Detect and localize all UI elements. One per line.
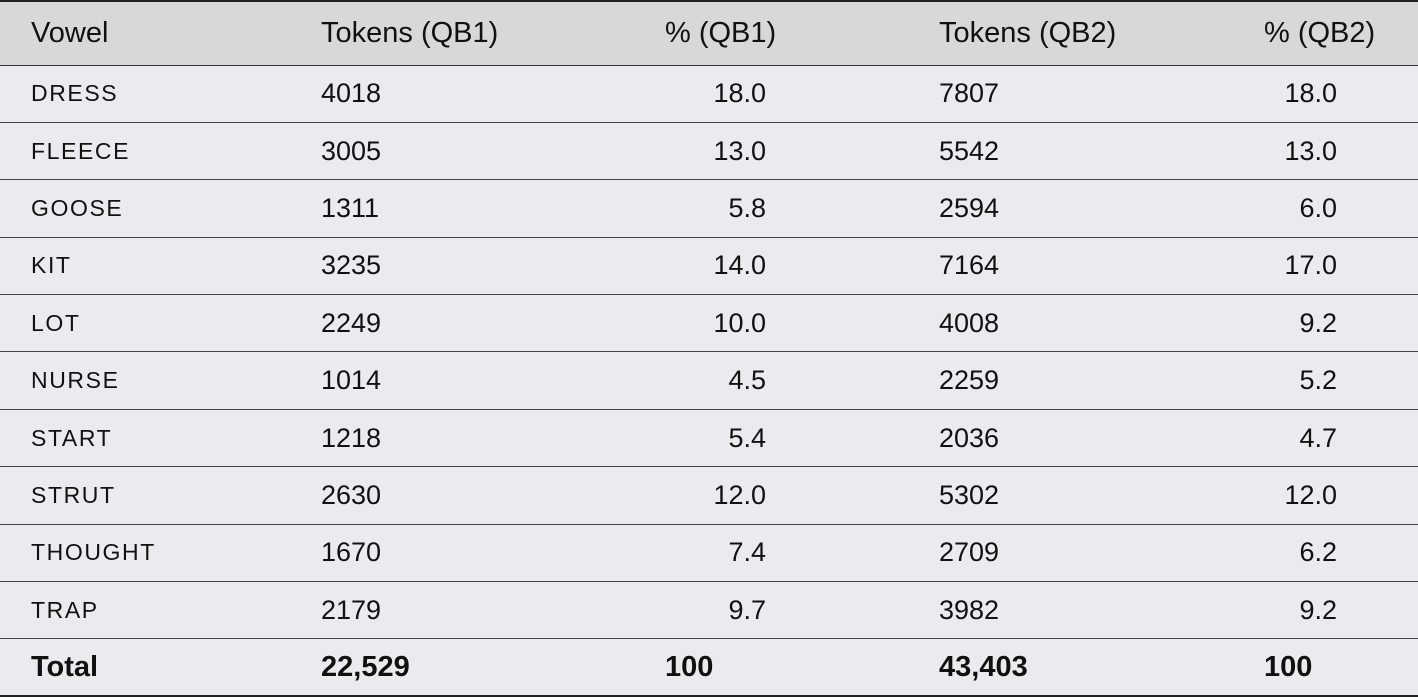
pct-qb1-cell: 10.0	[582, 294, 910, 353]
pct-qb2-value: 18.0	[1284, 78, 1337, 109]
pct-qb2-cell: 9.2	[1199, 294, 1418, 353]
pct-qb2-value: 12.0	[1284, 479, 1337, 510]
tokens-qb1-cell: 2179	[291, 581, 582, 640]
table-row: TRAP 2179 9.7 3982 9.2	[0, 581, 1418, 640]
table-row: GOOSE 1311 5.8 2594 6.0	[0, 179, 1418, 238]
table-header: Vowel Tokens (QB1) % (QB1) Tokens (QB2) …	[0, 0, 1418, 66]
tokens-qb1-cell: 3005	[291, 122, 582, 181]
pct-qb1-cell: 5.8	[582, 179, 910, 238]
pct-qb1-value: 5.4	[728, 422, 766, 453]
vowel-cell: THOUGHT	[0, 524, 291, 583]
pct-qb1-value: 12.0	[713, 479, 766, 510]
tokens-qb2-cell: 2594	[910, 179, 1199, 238]
pct-qb2-cell: 13.0	[1199, 122, 1418, 181]
tokens-qb1-cell: 2630	[291, 466, 582, 525]
pct-qb2-value: 9.2	[1299, 594, 1337, 625]
vowel-cell: START	[0, 409, 291, 468]
pct-qb1-cell: 18.0	[582, 65, 910, 123]
header-tokens-qb1: Tokens (QB1)	[291, 0, 582, 66]
tokens-qb1-cell: 1218	[291, 409, 582, 468]
pct-qb2-value: 6.2	[1299, 537, 1337, 568]
pct-qb2-cell: 17.0	[1199, 237, 1418, 296]
pct-qb2-cell: 5.2	[1199, 351, 1418, 410]
pct-qb1-value: 13.0	[713, 135, 766, 166]
pct-qb2-cell: 4.7	[1199, 409, 1418, 468]
pct-qb2-cell: 12.0	[1199, 466, 1418, 525]
pct-qb1-value: 18.0	[713, 78, 766, 109]
table-row: KIT 3235 14.0 7164 17.0	[0, 237, 1418, 296]
pct-qb1-value: 10.0	[713, 307, 766, 338]
pct-qb2-value: 13.0	[1284, 135, 1337, 166]
header-row: Vowel Tokens (QB1) % (QB1) Tokens (QB2) …	[0, 0, 1418, 66]
tokens-qb1-cell: 4018	[291, 65, 582, 123]
pct-qb2-cell: 9.2	[1199, 581, 1418, 640]
pct-qb1-value: 4.5	[728, 365, 766, 396]
tokens-qb2-cell: 2709	[910, 524, 1199, 583]
tokens-qb1-cell: 2249	[291, 294, 582, 353]
vowel-cell: NURSE	[0, 351, 291, 410]
pct-qb1-cell: 9.7	[582, 581, 910, 640]
table-row: START 1218 5.4 2036 4.7	[0, 409, 1418, 468]
vowel-cell: DRESS	[0, 65, 291, 123]
vowel-cell: LOT	[0, 294, 291, 353]
pct-qb2-cell: 18.0	[1199, 65, 1418, 123]
tokens-qb1-cell: 1311	[291, 179, 582, 238]
vowel-cell: TRAP	[0, 581, 291, 640]
tokens-qb2-cell: 5542	[910, 122, 1199, 181]
pct-qb1-value: 5.8	[728, 192, 766, 223]
pct-qb1-value: 9.7	[728, 594, 766, 625]
total-pct-qb1-cell: 100	[582, 638, 910, 697]
tokens-qb2-cell: 5302	[910, 466, 1199, 525]
pct-qb1-cell: 12.0	[582, 466, 910, 525]
table-row: DRESS 4018 18.0 7807 18.0	[0, 65, 1418, 123]
pct-qb2-value: 9.2	[1299, 307, 1337, 338]
pct-qb2-value: 6.0	[1299, 192, 1337, 223]
header-pct-qb1: % (QB1)	[582, 0, 910, 66]
pct-qb2-value: 5.2	[1299, 365, 1337, 396]
tokens-qb2-cell: 2036	[910, 409, 1199, 468]
pct-qb1-value: 14.0	[713, 250, 766, 281]
pct-qb2-cell: 6.0	[1199, 179, 1418, 238]
tokens-qb1-cell: 1670	[291, 524, 582, 583]
pct-qb2-cell: 6.2	[1199, 524, 1418, 583]
tokens-qb2-cell: 4008	[910, 294, 1199, 353]
tokens-qb1-cell: 3235	[291, 237, 582, 296]
total-pct-qb2: 100	[1264, 650, 1313, 683]
pct-qb1-cell: 14.0	[582, 237, 910, 296]
pct-qb1-cell: 7.4	[582, 524, 910, 583]
pct-qb1-cell: 13.0	[582, 122, 910, 181]
pct-qb1-value: 7.4	[728, 537, 766, 568]
tokens-qb1-cell: 1014	[291, 351, 582, 410]
table-row: NURSE 1014 4.5 2259 5.2	[0, 351, 1418, 410]
table-body: DRESS 4018 18.0 7807 18.0 FLEECE 3005 13…	[0, 65, 1418, 697]
total-pct-qb2-cell: 100	[1199, 638, 1418, 697]
tokens-qb2-cell: 2259	[910, 351, 1199, 410]
vowel-cell: GOOSE	[0, 179, 291, 238]
total-pct-qb1: 100	[665, 650, 714, 683]
table-row: THOUGHT 1670 7.4 2709 6.2	[0, 524, 1418, 583]
tokens-qb2-cell: 3982	[910, 581, 1199, 640]
header-pct-qb2: % (QB2)	[1199, 0, 1418, 66]
pct-qb2-value: 17.0	[1284, 250, 1337, 281]
table-row: LOT 2249 10.0 4008 9.2	[0, 294, 1418, 353]
tokens-qb2-cell: 7807	[910, 65, 1199, 123]
pct-qb2-value: 4.7	[1299, 422, 1337, 453]
header-tokens-qb2: Tokens (QB2)	[910, 0, 1199, 66]
total-tokens-qb2: 43,403	[910, 638, 1199, 697]
pct-qb1-cell: 5.4	[582, 409, 910, 468]
header-vowel: Vowel	[0, 0, 291, 66]
total-label: Total	[0, 638, 291, 697]
table-row: FLEECE 3005 13.0 5542 13.0	[0, 122, 1418, 181]
total-tokens-qb1: 22,529	[291, 638, 582, 697]
pct-qb1-cell: 4.5	[582, 351, 910, 410]
tokens-qb2-cell: 7164	[910, 237, 1199, 296]
total-row: Total 22,529 100 43,403 100	[0, 638, 1418, 697]
vowel-cell: STRUT	[0, 466, 291, 525]
vowel-cell: FLEECE	[0, 122, 291, 181]
vowel-cell: KIT	[0, 237, 291, 296]
table-row: STRUT 2630 12.0 5302 12.0	[0, 466, 1418, 525]
